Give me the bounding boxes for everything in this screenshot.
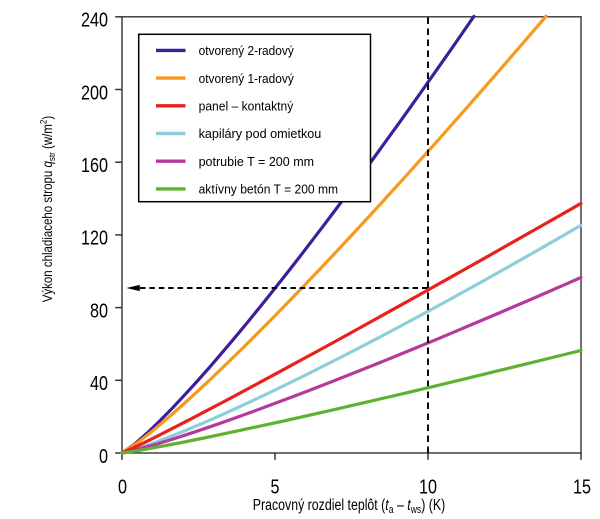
svg-text:10: 10 (419, 476, 437, 498)
svg-text:aktívny betón T = 200 mm: aktívny betón T = 200 mm (199, 182, 339, 197)
svg-text:Pracovný rozdiel teplôt (ta –: Pracovný rozdiel teplôt (ta – tws) (K) (253, 497, 446, 516)
svg-text:160: 160 (81, 154, 108, 176)
svg-text:0: 0 (118, 476, 127, 498)
svg-text:Výkon chladiaceho stropu qstr: Výkon chladiaceho stropu qstr (w/m2) (39, 116, 59, 303)
svg-text:240: 240 (81, 9, 108, 31)
svg-text:otvorený 1-radový: otvorený 1-radový (199, 71, 295, 86)
svg-text:15: 15 (573, 476, 591, 498)
svg-text:otvorený 2-radový: otvorený 2-radový (199, 43, 295, 58)
svg-text:potrubie T = 200 mm: potrubie T = 200 mm (199, 154, 315, 169)
svg-text:80: 80 (90, 300, 108, 322)
svg-text:5: 5 (270, 476, 279, 498)
svg-text:0: 0 (99, 445, 108, 467)
svg-text:panel – kontaktný: panel – kontaktný (199, 99, 294, 114)
svg-text:200: 200 (81, 82, 108, 104)
svg-text:kapiláry pod omietkou: kapiláry pod omietkou (199, 126, 322, 141)
svg-text:120: 120 (81, 227, 108, 249)
svg-text:40: 40 (90, 373, 108, 395)
